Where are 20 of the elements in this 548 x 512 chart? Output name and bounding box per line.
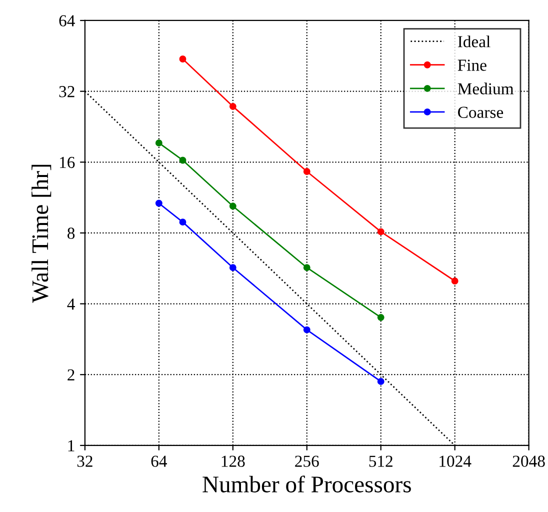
y-tick-label: 8 [68,228,75,239]
legend-label: Ideal [458,36,490,48]
y-tick-label: 2 [68,369,74,380]
y-tick-label: 16 [60,156,75,168]
x-tick-label: 512 [369,456,392,467]
x-tick-label: 32 [77,456,92,467]
y-tick-label: 1 [68,440,74,452]
x-tick-label: 2048 [512,456,545,467]
y-tick-label: 32 [59,86,74,98]
x-tick-label: 256 [295,456,319,467]
x-axis-title: Number of Processors [202,476,411,492]
legend-label: Coarse [458,106,504,118]
x-tick-label: 128 [222,456,245,467]
x-tick-label: 1024 [440,456,472,467]
y-tick-label: 4 [67,298,75,310]
y-axis-title: Wall Time [hr] [32,164,52,303]
x-tick-label: 64 [151,456,167,467]
legend-label: Medium [458,82,514,94]
y-tick-label: 64 [59,15,75,26]
legend-label: Fine [458,60,486,71]
